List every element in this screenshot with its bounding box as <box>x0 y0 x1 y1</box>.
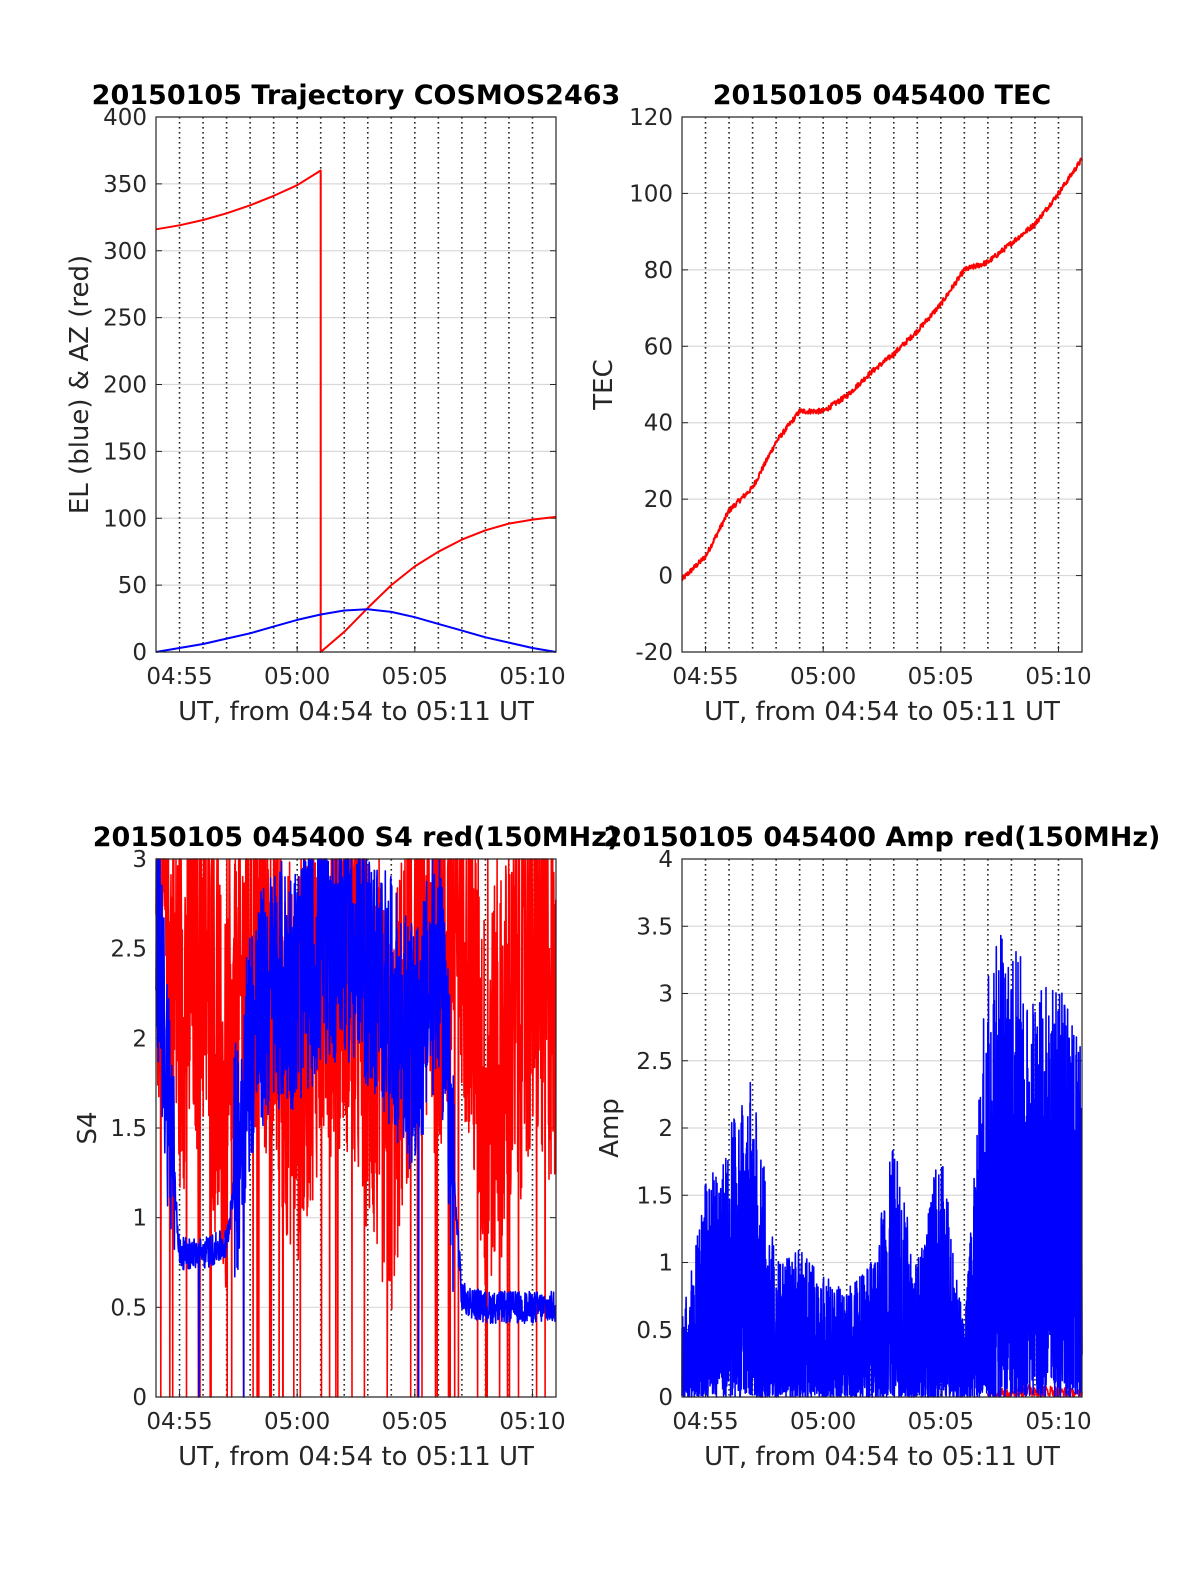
y-tick-label: 400 <box>103 105 147 131</box>
y-tick-label: 3 <box>132 847 147 873</box>
x-tick-label: 04:55 <box>672 664 738 690</box>
y-tick-label: 0.5 <box>636 1318 673 1344</box>
y-tick-label: 250 <box>103 306 147 332</box>
y-tick-label: 20 <box>644 487 673 513</box>
x-tick-label: 05:10 <box>1025 664 1091 690</box>
y-tick-label: 2.5 <box>110 937 147 963</box>
x-tick-label: 05:10 <box>1025 1409 1091 1435</box>
y-tick-label: 50 <box>118 573 147 599</box>
y-axis-label: Amp <box>595 1098 625 1158</box>
y-tick-label: 100 <box>103 506 147 532</box>
y-axis-label: EL (blue) & AZ (red) <box>65 255 95 514</box>
y-axis-label: TEC <box>589 359 619 410</box>
x-tick-label: 05:00 <box>264 664 330 690</box>
blue-series-line <box>155 858 557 1398</box>
y-tick-label: 3.5 <box>636 914 673 940</box>
red-series-line <box>155 858 557 1398</box>
y-tick-label: 1 <box>658 1251 673 1277</box>
blue-series-line <box>155 608 557 653</box>
y-tick-label: 120 <box>629 105 673 131</box>
x-tick-label: 05:05 <box>908 1409 974 1435</box>
x-tick-label: 05:00 <box>790 664 856 690</box>
y-tick-label: 1 <box>132 1206 147 1232</box>
chart-title: 20150105 Trajectory COSMOS2463 <box>92 80 621 111</box>
y-axis-label: S4 <box>73 1111 103 1144</box>
chart-title: 20150105 045400 TEC <box>713 80 1052 111</box>
x-axis-label: UT, from 04:54 to 05:11 UT <box>178 697 534 727</box>
red-series-line <box>155 169 557 653</box>
x-axis-label: UT, from 04:54 to 05:11 UT <box>704 697 1060 727</box>
x-tick-label: 05:05 <box>908 664 974 690</box>
plot-area <box>681 116 1083 653</box>
y-tick-label: 200 <box>103 373 147 399</box>
y-tick-label: 0 <box>658 1385 673 1411</box>
chart-2: -20 0 20 40 60 80 100 120 04:55 05:00 05:05 05:10 20… <box>589 80 1092 727</box>
y-tick-label: 150 <box>103 439 147 465</box>
y-tick-label: 100 <box>629 181 673 207</box>
blue-series-line <box>681 934 1083 1398</box>
y-tick-label: 4 <box>658 847 673 873</box>
plot-area <box>155 858 557 1398</box>
chart-3: 0 0.5 1 1.5 2 2.5 3 04:55 05:00 05:05 05:10 2015010… <box>73 822 619 1472</box>
y-tick-label: 350 <box>103 172 147 198</box>
y-tick-label: 60 <box>644 334 673 360</box>
y-tick-label: 0 <box>132 1385 147 1411</box>
chart-title: 20150105 045400 Amp red(150MHz) <box>604 822 1161 853</box>
chart-1: 0 50 100 150 200 250 300 350 400 04:55 05:00 05:05 0… <box>65 80 620 727</box>
x-tick-label: 05:10 <box>499 664 565 690</box>
y-tick-label: 2 <box>132 1026 147 1052</box>
y-tick-label: 0 <box>658 564 673 590</box>
chart-4: 0 0.5 1 1.5 2 2.5 3 3.5 4 04:55 05:00 05:05 05:10 201… <box>595 822 1160 1472</box>
plot-area <box>155 116 557 653</box>
x-tick-label: 05:10 <box>499 1409 565 1435</box>
x-tick-label: 05:00 <box>790 1409 856 1435</box>
y-tick-label: 3 <box>658 982 673 1008</box>
y-tick-label: 2.5 <box>636 1049 673 1075</box>
x-tick-label: 04:55 <box>672 1409 738 1435</box>
red-series-line <box>681 157 1083 581</box>
x-axis-label: UT, from 04:54 to 05:11 UT <box>178 1442 534 1472</box>
y-tick-label: 0.5 <box>110 1295 147 1321</box>
y-tick-label: -20 <box>635 640 673 666</box>
y-tick-label: 1.5 <box>636 1183 673 1209</box>
plot-area <box>681 858 1083 1398</box>
x-tick-label: 05:00 <box>264 1409 330 1435</box>
y-tick-label: 0 <box>132 640 147 666</box>
chart-title: 20150105 045400 S4 red(150MHz) <box>93 822 620 853</box>
x-axis-label: UT, from 04:54 to 05:11 UT <box>704 1442 1060 1472</box>
y-tick-label: 1.5 <box>110 1116 147 1142</box>
x-tick-label: 05:05 <box>382 1409 448 1435</box>
y-tick-label: 80 <box>644 258 673 284</box>
x-tick-label: 04:55 <box>146 664 212 690</box>
y-tick-label: 2 <box>658 1116 673 1142</box>
x-tick-label: 04:55 <box>146 1409 212 1435</box>
y-tick-label: 300 <box>103 239 147 265</box>
y-tick-label: 40 <box>644 411 673 437</box>
x-tick-label: 05:05 <box>382 664 448 690</box>
